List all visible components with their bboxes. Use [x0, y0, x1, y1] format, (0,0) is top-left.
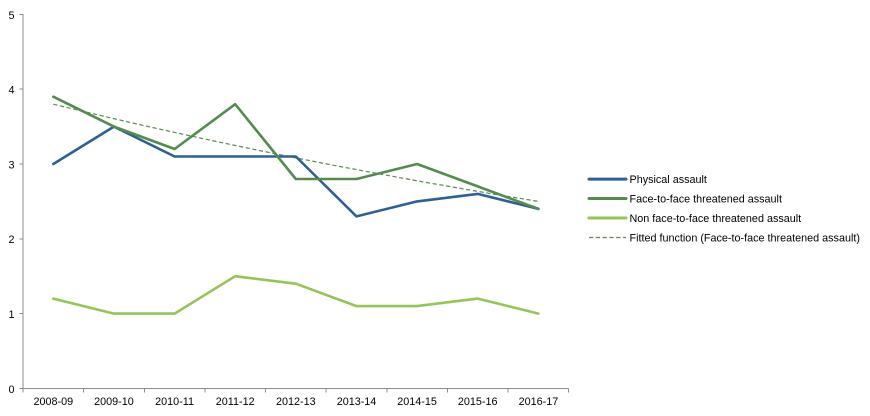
svg-text:2012-13: 2012-13 [276, 396, 316, 408]
svg-text:Non face-to-face threatened as: Non face-to-face threatened assault [630, 213, 802, 225]
svg-text:2: 2 [8, 234, 14, 246]
svg-text:2011-12: 2011-12 [216, 396, 255, 408]
svg-text:5: 5 [8, 10, 14, 22]
svg-text:0: 0 [8, 384, 14, 396]
svg-text:3: 3 [8, 159, 14, 171]
svg-text:2016-17: 2016-17 [519, 396, 559, 408]
svg-text:Face-to-face threatened assaul: Face-to-face threatened assault [630, 193, 782, 205]
svg-text:4: 4 [8, 85, 14, 97]
svg-text:2008-09: 2008-09 [33, 396, 73, 408]
svg-text:2014-15: 2014-15 [397, 396, 437, 408]
svg-text:2015-16: 2015-16 [458, 396, 498, 408]
svg-text:1: 1 [8, 309, 14, 321]
svg-text:2013-14: 2013-14 [337, 396, 377, 408]
svg-text:Physical assault: Physical assault [630, 174, 707, 186]
svg-text:2009-10: 2009-10 [94, 396, 134, 408]
svg-text:2010-11: 2010-11 [155, 396, 194, 408]
svg-text:Fitted function (Face-to-face: Fitted function (Face-to-face threatened… [630, 232, 860, 244]
